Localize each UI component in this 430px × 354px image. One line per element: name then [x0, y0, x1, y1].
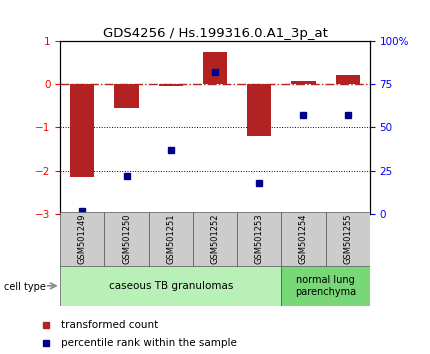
Text: GSM501255: GSM501255: [343, 213, 352, 264]
Title: GDS4256 / Hs.199316.0.A1_3p_at: GDS4256 / Hs.199316.0.A1_3p_at: [103, 27, 327, 40]
Bar: [326, 212, 370, 267]
Bar: [237, 212, 281, 267]
Text: GSM501251: GSM501251: [166, 213, 175, 264]
Text: percentile rank within the sample: percentile rank within the sample: [61, 338, 237, 348]
Text: caseous TB granulomas: caseous TB granulomas: [109, 281, 233, 291]
Bar: [60, 266, 281, 306]
Text: normal lung
parenchyma: normal lung parenchyma: [295, 275, 356, 297]
Bar: [114, 84, 139, 108]
Text: GSM501254: GSM501254: [299, 213, 308, 264]
Bar: [203, 52, 227, 84]
Text: transformed count: transformed count: [61, 320, 158, 330]
Bar: [104, 212, 149, 267]
Bar: [60, 212, 104, 267]
Bar: [247, 84, 271, 136]
Bar: [159, 84, 183, 86]
Bar: [193, 212, 237, 267]
Bar: [281, 266, 370, 306]
Text: GSM501249: GSM501249: [78, 213, 87, 264]
Bar: [291, 81, 316, 84]
Text: cell type: cell type: [4, 282, 46, 292]
Text: GSM501253: GSM501253: [255, 213, 264, 264]
Text: GSM501250: GSM501250: [122, 213, 131, 264]
Bar: [281, 212, 326, 267]
Bar: [70, 84, 95, 177]
Bar: [149, 212, 193, 267]
Bar: [335, 75, 360, 84]
Text: GSM501252: GSM501252: [211, 213, 219, 264]
